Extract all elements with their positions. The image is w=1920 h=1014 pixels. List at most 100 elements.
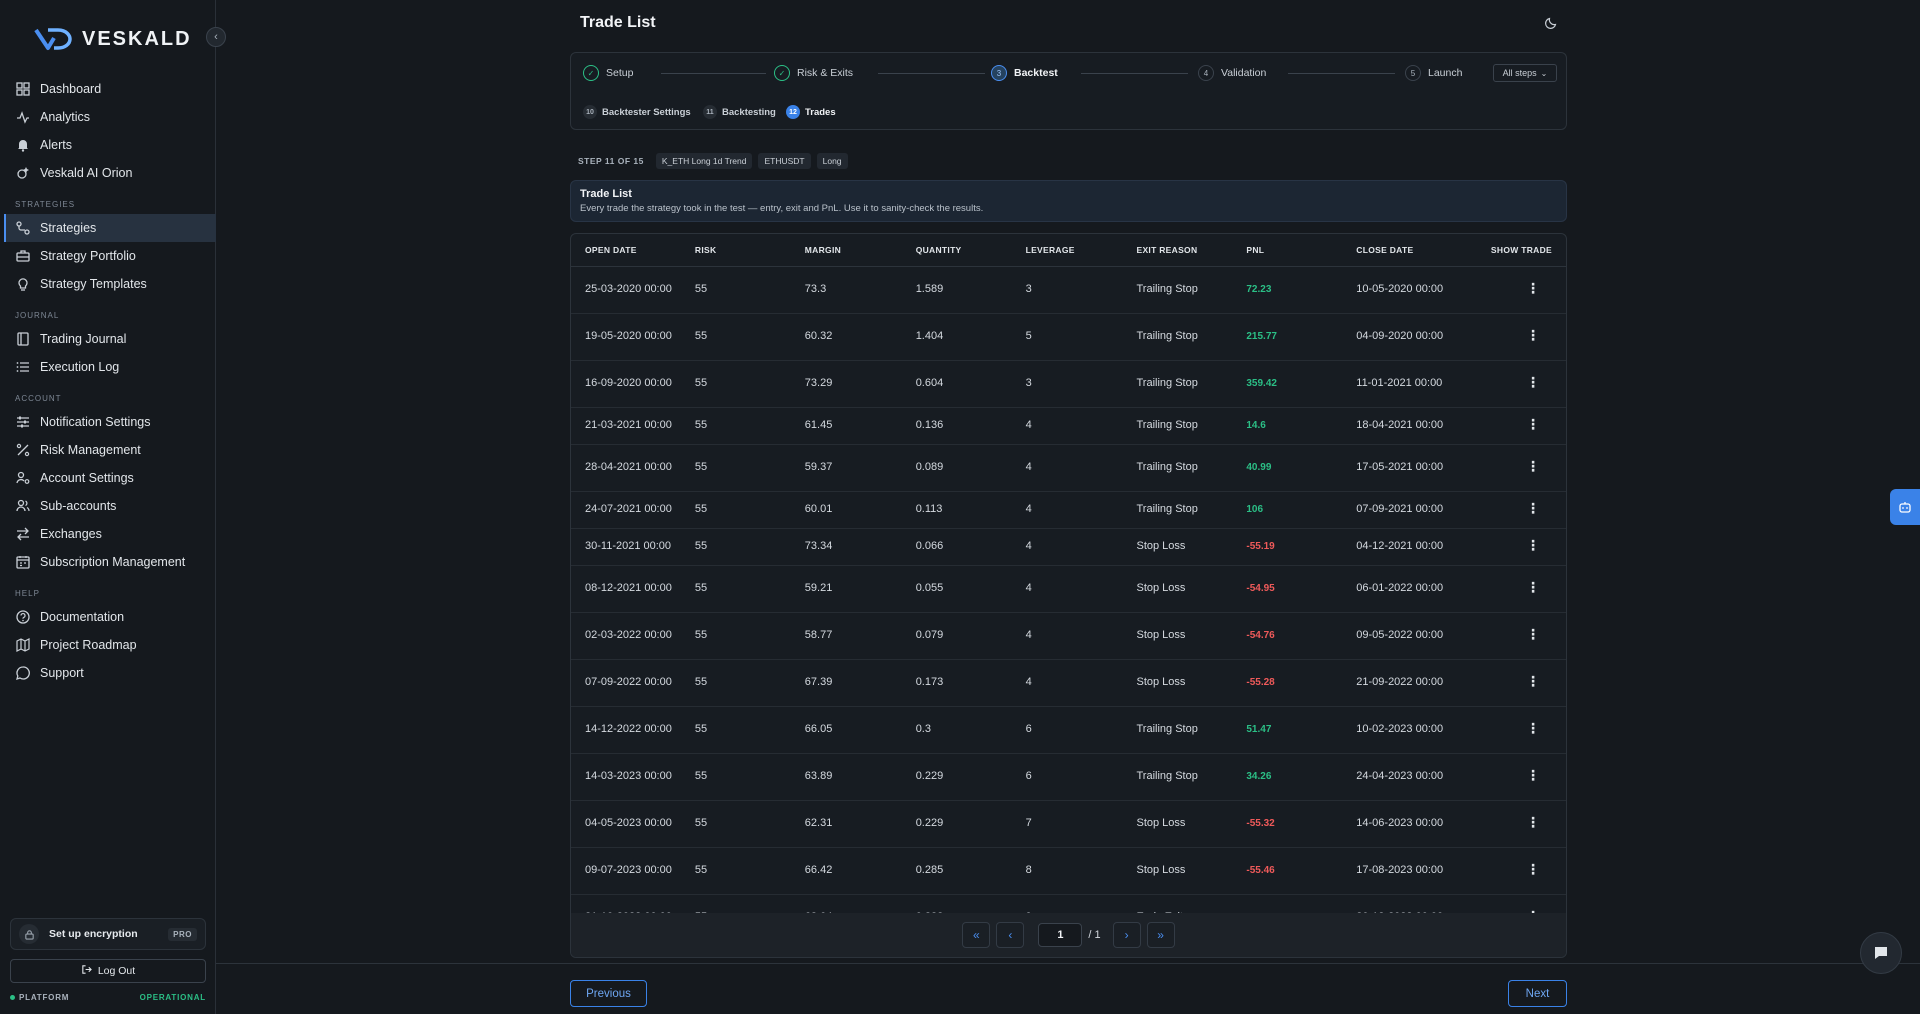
sidebar-item-execution-log[interactable]: Execution Log — [4, 353, 216, 381]
collapse-sidebar-button[interactable]: ‹ — [206, 27, 226, 47]
assistant-side-tab[interactable] — [1890, 489, 1920, 525]
sidebar-item-trading-journal[interactable]: Trading Journal — [4, 325, 216, 353]
risk-cell: 55 — [680, 266, 791, 314]
sidebar-item-risk-management[interactable]: Risk Management — [4, 436, 216, 464]
step-setup[interactable]: ✓ Setup — [583, 65, 633, 81]
logout-button[interactable]: Log Out — [10, 959, 206, 983]
sidebar-item-support[interactable]: Support — [4, 659, 216, 687]
pnl-cell: -55.19 — [1232, 528, 1343, 566]
next-page-button[interactable]: › — [1112, 922, 1141, 948]
more-vertical-icon[interactable]: ⋮ — [1526, 458, 1540, 474]
risk-cell: 55 — [680, 528, 791, 566]
sidebar-item-strategies[interactable]: Strategies — [4, 214, 216, 242]
table-row[interactable]: 02-03-2022 00:00 55 58.77 0.079 4 Stop Loss -5… — [571, 612, 1566, 660]
prev-page-button[interactable]: ‹ — [996, 922, 1025, 948]
substep-backtesting[interactable]: 11 Backtesting — [703, 105, 776, 119]
more-vertical-icon[interactable]: ⋮ — [1526, 280, 1540, 296]
more-vertical-icon[interactable]: ⋮ — [1526, 767, 1540, 783]
close-date-cell: 06-01-2022 00:00 — [1342, 565, 1444, 613]
sidebar-item-analytics[interactable]: Analytics — [4, 103, 216, 131]
sidebar-item-documentation[interactable]: Documentation — [4, 603, 216, 631]
step-label: Setup — [606, 67, 634, 79]
leverage-cell: 8 — [1011, 847, 1123, 895]
chat-button[interactable] — [1860, 932, 1902, 974]
previous-button[interactable]: Previous — [570, 980, 647, 1007]
more-vertical-icon[interactable]: ⋮ — [1526, 579, 1540, 595]
sidebar-item-sub-accounts[interactable]: Sub-accounts — [4, 492, 216, 520]
risk-cell: 55 — [680, 659, 791, 707]
margin-cell: 67.39 — [790, 659, 902, 707]
column-header-risk[interactable]: RISK — [680, 234, 791, 267]
next-button[interactable]: Next — [1508, 980, 1567, 1007]
risk-cell: 55 — [680, 444, 791, 492]
substep-backtester-settings[interactable]: 10 Backtester Settings — [583, 105, 691, 119]
sidebar-item-dashboard[interactable]: Dashboard — [4, 75, 216, 103]
brand-logo[interactable]: VESKALD — [34, 26, 192, 52]
step-backtest[interactable]: 3 Backtest — [991, 65, 1058, 81]
substep-trades[interactable]: 12 Trades — [786, 105, 836, 119]
sidebar-item-project-roadmap[interactable]: Project Roadmap — [4, 631, 216, 659]
column-header-close-date[interactable]: CLOSE DATE — [1342, 234, 1444, 267]
step-launch[interactable]: 5 Launch — [1405, 65, 1462, 81]
table-row[interactable]: 08-12-2021 00:00 55 59.21 0.055 4 Stop Loss -5… — [571, 565, 1566, 613]
more-vertical-icon[interactable]: ⋮ — [1526, 500, 1540, 516]
sidebar-item-strategy-templates[interactable]: Strategy Templates — [4, 270, 216, 298]
column-header-open-date[interactable]: OPEN DATE — [571, 234, 681, 267]
step-risk-exits[interactable]: ✓ Risk & Exits — [774, 65, 853, 81]
table-row[interactable]: 14-12-2022 00:00 55 66.05 0.3 6 Trailing Stop… — [571, 706, 1566, 754]
more-vertical-icon[interactable]: ⋮ — [1526, 416, 1540, 432]
table-row[interactable]: 14-03-2023 00:00 55 63.89 0.229 6 Trailing St… — [571, 753, 1566, 801]
quantity-cell: 0.079 — [901, 612, 1012, 660]
column-header-show-trade[interactable]: SHOW TRADE — [1443, 234, 1566, 267]
step-number: 4 — [1198, 65, 1214, 81]
column-header-pnl[interactable]: PNL — [1232, 234, 1343, 267]
table-row[interactable]: 16-09-2020 00:00 55 73.29 0.604 3 Trailing St… — [571, 360, 1566, 408]
margin-cell: 59.21 — [790, 565, 902, 613]
setup-encryption-card[interactable]: Set up encryption PRO — [10, 918, 206, 950]
more-vertical-icon[interactable]: ⋮ — [1526, 537, 1540, 553]
column-header-quantity[interactable]: QUANTITY — [901, 234, 1012, 267]
table-row[interactable]: 28-04-2021 00:00 55 59.37 0.089 4 Trailing St… — [571, 444, 1566, 492]
sidebar-item-notification-settings[interactable]: Notification Settings — [4, 408, 216, 436]
table-row[interactable]: 21-03-2021 00:00 55 61.45 0.136 4 Trailing St… — [571, 407, 1566, 445]
table-row[interactable]: 25-03-2020 00:00 55 73.3 1.589 3 Trailing Sto… — [571, 266, 1566, 314]
sidebar-item-strategy-portfolio[interactable]: Strategy Portfolio — [4, 242, 216, 270]
more-vertical-icon[interactable]: ⋮ — [1526, 673, 1540, 689]
more-vertical-icon[interactable]: ⋮ — [1526, 626, 1540, 642]
leverage-cell: 4 — [1011, 612, 1123, 660]
show-trade-cell: ⋮ — [1443, 847, 1566, 895]
sidebar-item-exchanges[interactable]: Exchanges — [4, 520, 216, 548]
table-row[interactable]: 30-11-2021 00:00 55 73.34 0.066 4 Stop Loss -5… — [571, 528, 1566, 566]
chat-bubble-icon — [1875, 947, 1887, 959]
theme-toggle-button[interactable] — [1544, 16, 1558, 33]
column-header-margin[interactable]: MARGIN — [790, 234, 902, 267]
more-vertical-icon[interactable]: ⋮ — [1526, 720, 1540, 736]
sidebar-item-alerts[interactable]: Alerts — [4, 131, 216, 159]
last-page-button[interactable]: » — [1146, 922, 1175, 948]
all-steps-dropdown[interactable]: All steps ⌄ — [1493, 64, 1557, 82]
table-body: 25-03-2020 00:00 55 73.3 1.589 3 Trailing Sto… — [571, 266, 1566, 942]
step-validation[interactable]: 4 Validation — [1198, 65, 1266, 81]
more-vertical-icon[interactable]: ⋮ — [1526, 814, 1540, 830]
first-page-button[interactable]: « — [962, 922, 991, 948]
table-row[interactable]: 09-07-2023 00:00 55 66.42 0.285 8 Stop Loss -5… — [571, 847, 1566, 895]
sidebar: VESKALD Dashboard Analytics Alerts Veskald … — [0, 0, 216, 1014]
column-header-leverage[interactable]: LEVERAGE — [1011, 234, 1123, 267]
more-vertical-icon[interactable]: ⋮ — [1526, 327, 1540, 343]
quantity-cell: 1.404 — [901, 313, 1012, 361]
table-row[interactable]: 07-09-2022 00:00 55 67.39 0.173 4 Stop Loss -5… — [571, 659, 1566, 707]
table-row[interactable]: 19-05-2020 00:00 55 60.32 1.404 5 Trailing St… — [571, 313, 1566, 361]
more-vertical-icon[interactable]: ⋮ — [1526, 374, 1540, 390]
page-number-input[interactable] — [1038, 923, 1083, 947]
quantity-cell: 0.229 — [901, 753, 1012, 801]
sidebar-item-account-settings[interactable]: Account Settings — [4, 464, 216, 492]
column-header-exit-reason[interactable]: EXIT REASON — [1122, 234, 1233, 267]
moon-icon — [1545, 17, 1557, 29]
sidebar-item-veskald-ai-orion[interactable]: Veskald AI Orion — [4, 159, 216, 187]
close-date-cell: 10-02-2023 00:00 — [1342, 706, 1444, 754]
more-vertical-icon[interactable]: ⋮ — [1526, 861, 1540, 877]
sidebar-item-subscription-management[interactable]: Subscription Management — [4, 548, 216, 576]
table-row[interactable]: 04-05-2023 00:00 55 62.31 0.229 7 Stop Loss -5… — [571, 800, 1566, 848]
table-row[interactable]: 24-07-2021 00:00 55 60.01 0.113 4 Trailing St… — [571, 491, 1566, 529]
sidebar-item-label: Documentation — [40, 610, 125, 624]
